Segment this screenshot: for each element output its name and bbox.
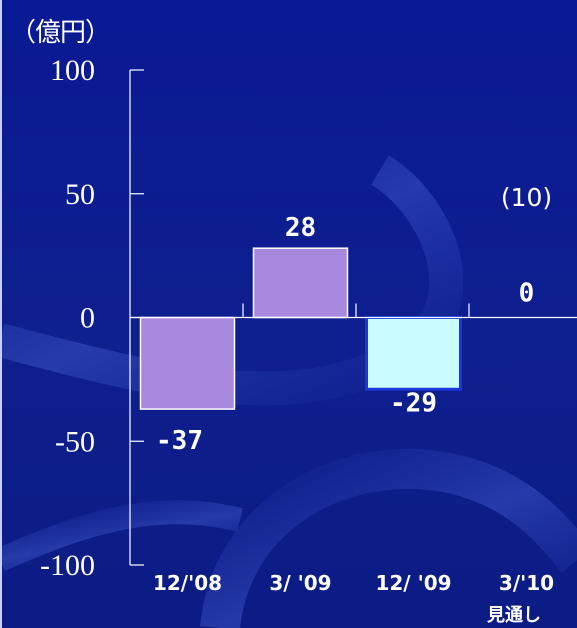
data-label: 0 (519, 279, 535, 309)
annotation-label: (10) (501, 183, 552, 212)
bars-group (139, 247, 462, 410)
slide-left-border (0, 0, 2, 628)
bar (139, 316, 236, 410)
bar (252, 247, 349, 319)
y-tick-label: -100 (40, 549, 95, 582)
axes-group: 100 50 0 -50 -100 (40, 54, 577, 582)
labels-group: -37 12/'08 28 3/ '09 -29 12/ '09 0 3/'10 (10) (153, 183, 554, 595)
x-tick-label: 12/ '09 (375, 571, 451, 595)
unit-label: （億円） (10, 18, 111, 48)
y-tick-label: 50 (65, 178, 95, 211)
y-tick-label: 100 (50, 54, 95, 87)
x-axis-note: 見通し (487, 605, 541, 626)
data-label: -29 (390, 388, 437, 418)
y-tick-label: -50 (55, 425, 95, 458)
data-label: -37 (156, 426, 203, 456)
x-tick-label: 3/'10 (499, 571, 554, 595)
y-tick-label: 0 (80, 302, 95, 335)
bar (365, 316, 462, 391)
x-tick-label: 12/'08 (153, 571, 222, 595)
x-tick-label: 3/ '09 (269, 571, 331, 595)
data-label: 28 (285, 213, 316, 243)
